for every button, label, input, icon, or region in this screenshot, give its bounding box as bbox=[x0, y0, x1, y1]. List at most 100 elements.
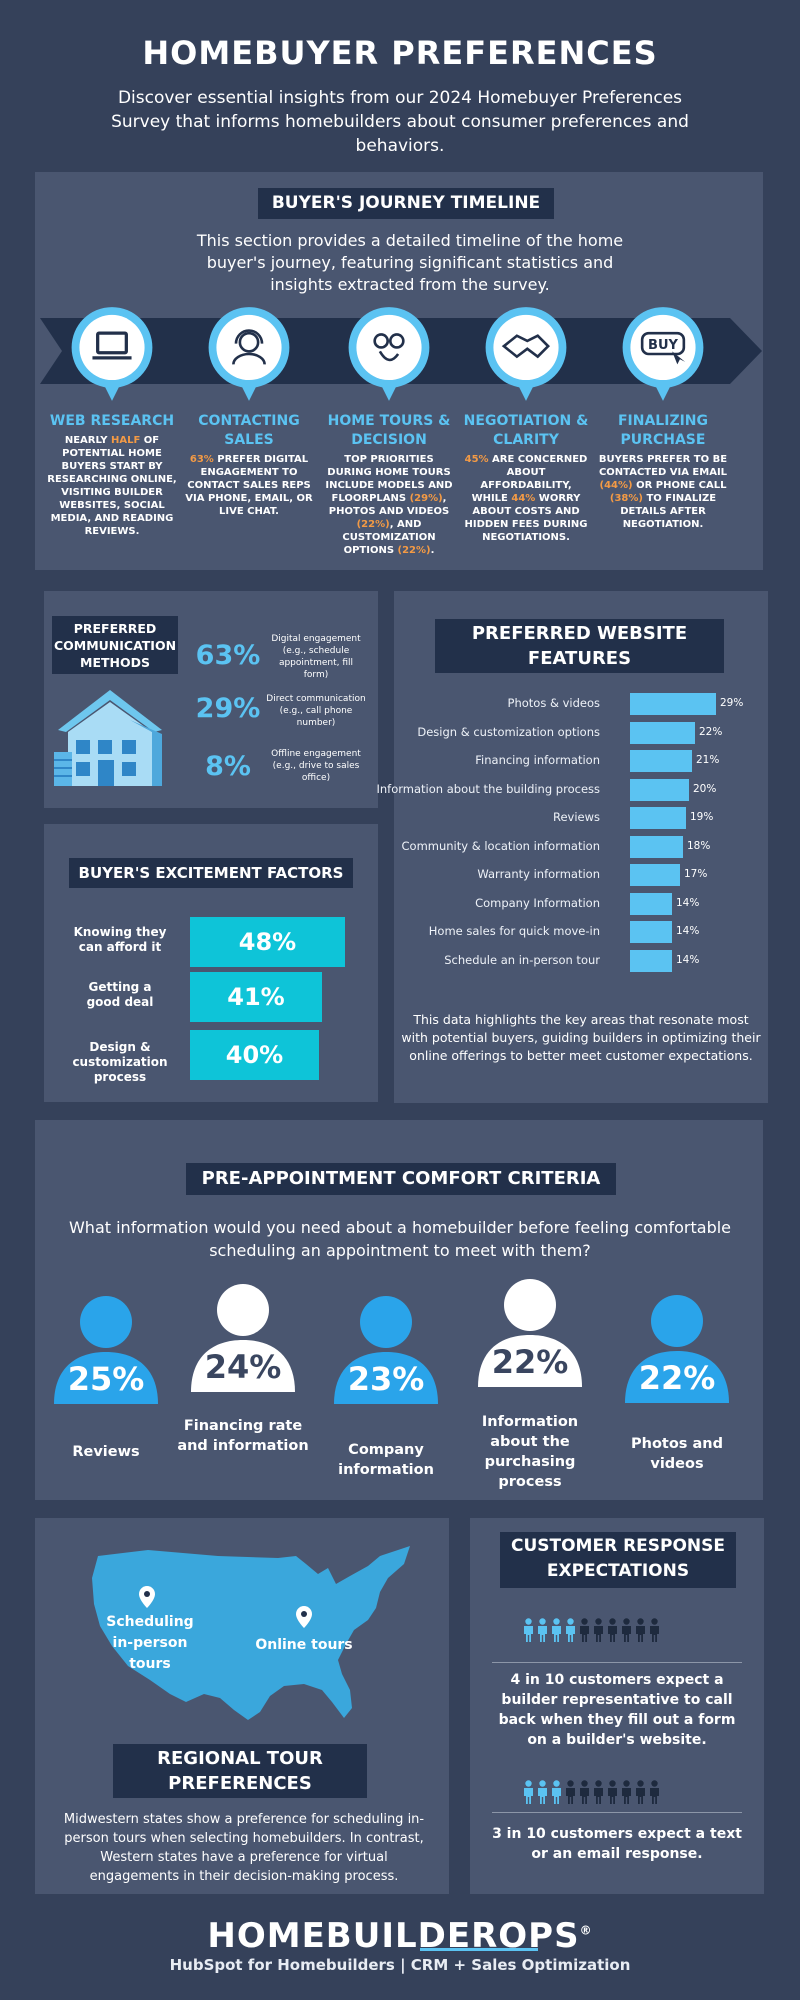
timeline-step: FINALIZING PURCHASE BUYERS PREFER TO BE C… bbox=[598, 412, 728, 531]
communication-description: Offline engagement (e.g., drive to sales… bbox=[271, 749, 361, 783]
handshake-icon bbox=[501, 334, 550, 359]
timeline-step-text-segment: (38%) bbox=[609, 493, 643, 504]
timeline-step: NEGOTIATION & CLARITY 45% ARE CONCERNED A… bbox=[461, 412, 591, 544]
communication-percent: 8% bbox=[205, 751, 251, 782]
timeline-step-text-segment: (29%) bbox=[409, 493, 443, 504]
us-map-icon bbox=[92, 1546, 410, 1720]
person-figure-icon bbox=[580, 1780, 589, 1804]
person-icon bbox=[191, 1284, 295, 1392]
chart-category-label: Community & location information bbox=[401, 838, 601, 853]
timeline-step: WEB RESEARCH NEARLY HALF OF POTENTIAL HOM… bbox=[47, 412, 177, 538]
chart-value-label: 14% bbox=[676, 953, 700, 966]
timeline-step-text-segment: , AND CUSTOMIZATION OPTIONS bbox=[342, 519, 436, 556]
excitement-bar: 48% bbox=[190, 917, 345, 967]
people-icon-row bbox=[523, 1780, 660, 1804]
divider bbox=[492, 1812, 742, 1813]
chart-bar bbox=[630, 949, 672, 972]
excitement-label: Getting a good deal bbox=[86, 980, 154, 1009]
page-subtitle: Discover essential insights from our 202… bbox=[111, 88, 689, 156]
comfort-title: PRE-APPOINTMENT COMFORT CRITERIA bbox=[186, 1163, 616, 1195]
person-figure-icon bbox=[636, 1780, 645, 1804]
person-figure-icon bbox=[566, 1780, 575, 1804]
map-label-midwest: Online tours bbox=[255, 1637, 353, 1653]
timeline-step-text-segment: NEARLY bbox=[64, 435, 112, 446]
chart-value-label: 18% bbox=[687, 839, 711, 852]
footer-tagline: HubSpot for Homebuilders | CRM + Sales O… bbox=[169, 1956, 631, 1974]
comfort-label: Reviews bbox=[72, 1444, 140, 1460]
timeline-step-text-segment: (22%) bbox=[356, 519, 390, 530]
comfort-percent: 25% bbox=[67, 1360, 145, 1398]
footer-brand: HOMEBUILDEROPS® bbox=[0, 1916, 800, 1956]
comfort-percent: 23% bbox=[347, 1360, 425, 1398]
comfort-label: Financing rate and information bbox=[177, 1418, 309, 1454]
location-pin-icon bbox=[139, 1586, 155, 1608]
timeline-intro: This section provides a detailed timelin… bbox=[196, 231, 624, 294]
timeline-step-text-segment: . bbox=[430, 545, 435, 556]
person-figure-icon bbox=[622, 1618, 631, 1642]
map-label-west: Scheduling in-person tours bbox=[106, 1614, 194, 1672]
timeline-step: HOME TOURS & DECISION TOP PRIORITIES DURI… bbox=[324, 412, 454, 557]
chart-bar bbox=[630, 892, 672, 915]
chart-bar bbox=[630, 750, 692, 772]
timeline-step-text: BUYERS PREFER TO BE CONTACTED VIA EMAIL … bbox=[598, 453, 728, 531]
regional-title: REGIONAL TOUR PREFERENCES bbox=[113, 1744, 367, 1798]
timeline-step-text-segment: 45% bbox=[464, 454, 489, 465]
timeline-step-text-segment: OF POTENTIAL HOME BUYERS START BY RESEAR… bbox=[47, 435, 177, 537]
buy-button-icon: BUY bbox=[640, 331, 686, 365]
chart-category-label: Home sales for quick move-in bbox=[428, 924, 600, 938]
person-icon bbox=[334, 1296, 438, 1404]
timeline-step-text-segment: OR PHONE CALL bbox=[632, 480, 727, 491]
page-title: HOMEBUYER PREFERENCES bbox=[142, 34, 658, 72]
chart-category-label: Warranty information bbox=[477, 867, 600, 881]
website-panel bbox=[394, 591, 768, 1103]
comfort-percent: 22% bbox=[638, 1359, 716, 1397]
chart-row: Home sales for quick move-in 14% bbox=[396, 920, 776, 943]
person-figure-icon bbox=[594, 1618, 603, 1642]
comfort-label: Company information bbox=[338, 1442, 434, 1478]
communication-description: Digital engagement (e.g., schedule appoi… bbox=[271, 634, 361, 680]
person-figure-icon bbox=[622, 1780, 631, 1804]
timeline-step-text-segment: ARE CONCERNED ABOUT AFFORDABILITY, WHILE bbox=[471, 454, 588, 504]
comfort-label: Photos and videos bbox=[631, 1436, 723, 1472]
chart-row: Design & customization options 22% bbox=[396, 721, 776, 744]
chart-category-label: Financing information bbox=[475, 753, 600, 767]
timeline-step-title: WEB RESEARCH bbox=[49, 413, 175, 429]
response-text: 3 in 10 customers expect a text or an em… bbox=[492, 1826, 742, 1862]
person-icon bbox=[478, 1279, 582, 1387]
communication-percent: 29% bbox=[195, 693, 261, 724]
timeline-step-text: 45% ARE CONCERNED ABOUT AFFORDABILITY, W… bbox=[461, 453, 591, 544]
chart-bar bbox=[630, 721, 695, 744]
communication-description: Direct communication (e.g., call phone n… bbox=[266, 694, 366, 728]
chart-value-label: 14% bbox=[676, 925, 700, 937]
chart-category-label: Schedule an in-person tour bbox=[444, 952, 600, 967]
timeline-step-text-segment: (44%) bbox=[599, 480, 633, 491]
chart-bar bbox=[630, 807, 686, 829]
headset-icon bbox=[232, 329, 266, 365]
person-figure-icon bbox=[524, 1780, 533, 1804]
chart-row: Photos & videos 29% bbox=[396, 692, 776, 715]
chart-value-label: 21% bbox=[696, 754, 720, 766]
timeline-step-pin bbox=[348, 307, 430, 401]
house-icon bbox=[54, 690, 162, 786]
regional-text: Midwestern states show a preference for … bbox=[63, 1812, 425, 1884]
timeline-title: BUYER'S JOURNEY TIMELINE bbox=[258, 188, 554, 219]
person-figure-icon bbox=[636, 1618, 645, 1642]
excitement-bar: 41% bbox=[190, 972, 322, 1022]
timeline-step-title: FINALIZING PURCHASE bbox=[617, 413, 709, 448]
chart-bar bbox=[630, 835, 683, 858]
registered-mark: ® bbox=[579, 1923, 593, 1938]
chart-bar bbox=[630, 778, 689, 801]
chart-value-label: 19% bbox=[690, 811, 714, 823]
timeline-step-text-segment: 44% bbox=[511, 493, 536, 504]
timeline-step-title: CONTACTING SALES bbox=[198, 413, 300, 448]
chart-bar bbox=[630, 693, 716, 715]
timeline-step-text-segment: HALF bbox=[111, 435, 141, 446]
person-figure-icon bbox=[566, 1618, 575, 1642]
excitement-label: Design & customization process bbox=[72, 1040, 168, 1084]
buy-label: BUY bbox=[648, 338, 678, 353]
person-figure-icon bbox=[650, 1618, 659, 1642]
chart-row: Reviews 19% bbox=[396, 806, 776, 829]
comfort-question: What information would you need about a … bbox=[68, 1218, 732, 1260]
timeline-step-text-segment: , PHOTOS AND VIDEOS bbox=[328, 493, 450, 517]
timeline-step-text-segment: PREFER DIGITAL ENGAGEMENT TO CONTACT SAL… bbox=[185, 454, 313, 517]
